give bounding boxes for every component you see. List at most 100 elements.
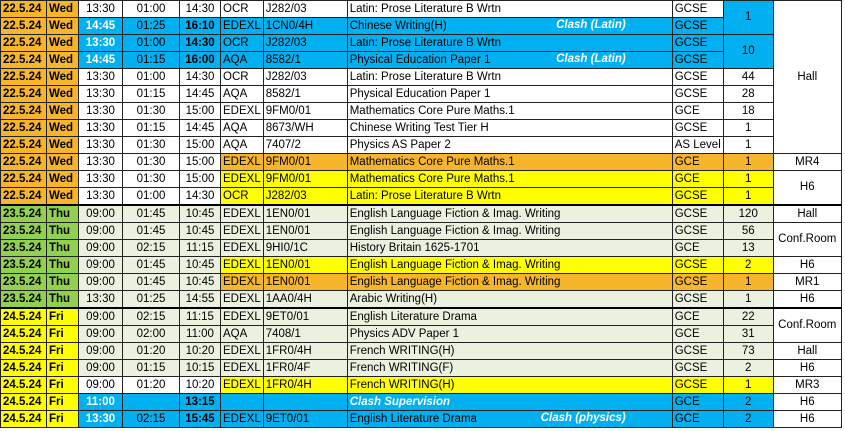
board-cell: EDEXL xyxy=(220,170,264,188)
end-time-cell: 13:15 xyxy=(179,393,221,411)
table-row: 24.5.24 Fri 11:00 13:15 Clash Supervision GCE… xyxy=(0,393,842,411)
code-cell xyxy=(262,393,348,411)
end-time-cell: 14:55 xyxy=(179,290,221,309)
start-time-cell: 14:45 xyxy=(78,17,123,35)
code-cell: 7407/2 xyxy=(262,136,348,154)
start-time-cell: 13:30 xyxy=(78,68,123,86)
blue-count-cell: 1 xyxy=(722,0,774,35)
candidate-count-cell: 1 xyxy=(722,290,774,309)
level-cell: GCSE xyxy=(671,0,724,18)
table-row: 22.5.24 Wed 14:45 01:25 16:10 EDEXL 1CN0/4H Chi… xyxy=(0,17,842,35)
date-cell: 24.5.24 xyxy=(0,393,47,411)
level-cell: GCE xyxy=(671,325,724,343)
board-cell: EDEXL xyxy=(220,359,264,377)
day-cell: Fri xyxy=(46,325,79,343)
code-cell: J282/03 xyxy=(262,68,348,86)
day-cell: Wed xyxy=(46,170,79,188)
date-cell: 22.5.24 xyxy=(0,85,47,103)
code-cell: 1CN0/4H xyxy=(262,17,348,35)
board-cell: EDEXL xyxy=(220,222,264,240)
title-cell: Latin: Prose Literature B Wrtn xyxy=(346,68,673,86)
end-time-cell: 10:45 xyxy=(179,273,221,291)
duration-cell: 02:15 xyxy=(122,307,180,326)
board-cell: EDEXL xyxy=(220,376,264,394)
end-time-cell: 10:15 xyxy=(179,359,221,377)
title-cell: Physics ADV Paper 1 xyxy=(346,325,673,343)
level-cell: GCE xyxy=(671,239,724,257)
title-cell: Chinese Writing(H) Clash (Latin) xyxy=(346,17,673,35)
candidate-count-cell: 2 xyxy=(722,410,774,428)
start-time-cell: 13:30 xyxy=(78,410,123,428)
level-cell: GCSE xyxy=(671,222,724,240)
exam-title: English Language Fiction & Imag. Writing xyxy=(349,224,561,237)
table-row: 22.5.24 Wed 14:45 01:15 16:00 AQA 8582/1 Physic… xyxy=(0,51,842,69)
board-cell: EDEXL xyxy=(220,153,264,171)
title-cell: Arabic Writing(H) xyxy=(346,290,673,309)
exam-title: English Language Fiction & Imag. Writing xyxy=(349,275,561,288)
title-cell: Latin: Prose Literature B Wrtn xyxy=(346,34,673,52)
room-cell: H6 xyxy=(772,170,842,206)
title-cell: English Language Fiction & Imag. Writing xyxy=(346,222,673,240)
end-time-cell: 15:00 xyxy=(179,153,221,171)
table-row: 22.5.24 Wed 13:30 01:30 15:00 AQA 7407/2 Physic… xyxy=(0,136,842,154)
candidate-count-cell: 13 xyxy=(722,239,774,257)
start-time-cell: 13:30 xyxy=(78,119,123,137)
title-cell: English Language Fiction & Imag. Writing xyxy=(346,256,673,274)
day-cell: Wed xyxy=(46,85,79,103)
date-cell: 22.5.24 xyxy=(0,136,47,154)
day-cell: Wed xyxy=(46,136,79,154)
room-cell: H6 xyxy=(772,393,842,411)
level-cell: GCE xyxy=(671,102,724,120)
level-cell: GCE xyxy=(671,307,724,326)
day-cell: Wed xyxy=(46,51,79,69)
end-time-cell: 15:45 xyxy=(179,410,221,428)
code-cell: J282/03 xyxy=(262,0,348,18)
level-cell: GCSE xyxy=(671,273,724,291)
candidate-count-cell: 56 xyxy=(722,222,774,240)
table-row: 22.5.24 Wed 13:30 01:30 15:00 EDEXL 9FM0/01 Mat… xyxy=(0,153,842,171)
level-cell: GCE xyxy=(671,410,724,428)
candidate-count-cell: 2 xyxy=(722,359,774,377)
exam-title: English Literature Drama xyxy=(349,412,477,425)
day-cell: Wed xyxy=(46,102,79,120)
candidate-count-cell: 1 xyxy=(722,170,774,188)
duration-cell: 01:45 xyxy=(122,204,180,223)
exam-title: Physics AS Paper 2 xyxy=(349,138,451,151)
date-cell: 23.5.24 xyxy=(0,290,47,309)
duration-cell: 01:30 xyxy=(122,102,180,120)
title-cell: Physics AS Paper 2 xyxy=(346,136,673,154)
room-cell: H6 xyxy=(772,359,842,377)
title-cell: Physical Education Paper 1 Clash (Latin) xyxy=(346,51,673,69)
exam-title: French WRITING(H) xyxy=(349,378,455,391)
code-cell: 8582/1 xyxy=(262,51,348,69)
board-cell: AQA xyxy=(220,119,264,137)
exam-title: Mathematics Core Pure Maths.1 xyxy=(349,172,515,185)
level-cell: GCE xyxy=(671,153,724,171)
exam-title: Latin: Prose Literature B Wrtn xyxy=(349,2,501,15)
date-cell: 23.5.24 xyxy=(0,222,47,240)
candidate-count-cell: 120 xyxy=(722,204,774,223)
duration-cell: 01:45 xyxy=(122,222,180,240)
table-row: 23.5.24 Thu 09:00 01:45 10:45 EDEXL 1EN0/01 Eng… xyxy=(0,256,842,274)
date-cell: 22.5.24 xyxy=(0,17,47,35)
table-row: 23.5.24 Thu 09:00 01:45 10:45 EDEXL 1EN0/01 Eng… xyxy=(0,273,842,291)
clash-note: Clash (Latin) xyxy=(556,53,626,65)
start-time-cell: 09:00 xyxy=(78,359,123,377)
date-cell: 23.5.24 xyxy=(0,273,47,291)
date-cell: 22.5.24 xyxy=(0,51,47,69)
day-cell: Wed xyxy=(46,187,79,206)
code-cell: 1EN0/01 xyxy=(262,273,348,291)
title-cell: Mathematics Core Pure Maths.1 xyxy=(346,153,673,171)
table-row: 24.5.24 Fri 09:00 02:15 11:15 EDEXL 9ET0/01 Eng… xyxy=(0,307,842,343)
day-cell: Wed xyxy=(46,68,79,86)
duration-cell: 01:20 xyxy=(122,342,180,360)
duration-cell: 01:00 xyxy=(122,187,180,206)
title-cell: Mathematics Core Pure Maths.1 xyxy=(346,102,673,120)
end-time-cell: 10:45 xyxy=(179,256,221,274)
exam-title: Mathematics Core Pure Maths.1 xyxy=(349,104,515,117)
board-cell: EDEXL xyxy=(220,256,264,274)
room-cell: H6 xyxy=(772,410,842,428)
date-cell: 22.5.24 xyxy=(0,102,47,120)
